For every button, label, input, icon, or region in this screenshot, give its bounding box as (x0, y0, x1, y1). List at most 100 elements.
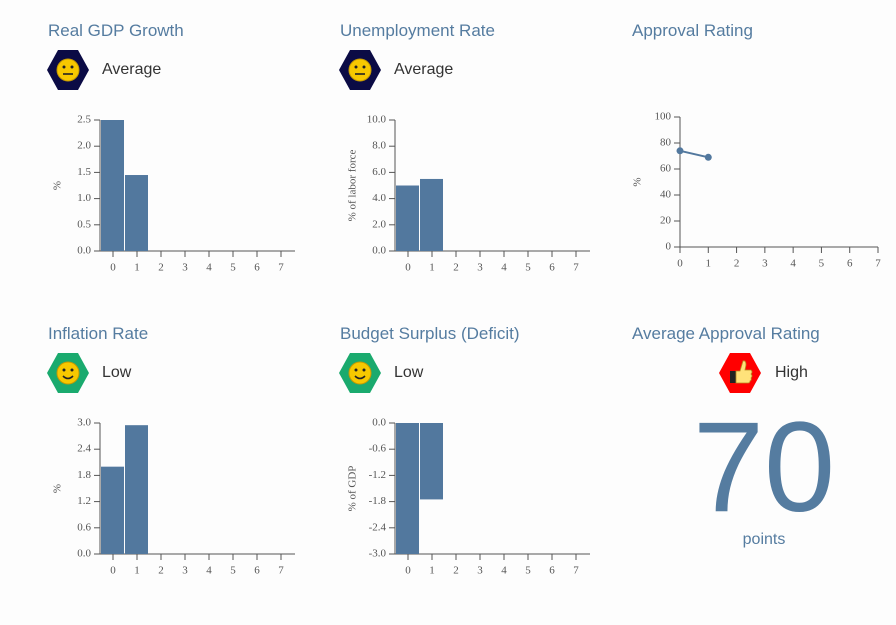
y-tick-label: -0.6 (369, 443, 387, 455)
y-tick-label: 0 (666, 241, 672, 253)
icon-eye (354, 368, 358, 372)
status-text: Low (394, 364, 424, 381)
y-axis-label: % of labor force (347, 150, 359, 222)
y-tick-label: 40 (660, 189, 672, 201)
x-tick-label: 0 (677, 258, 683, 270)
x-tick-label: 5 (525, 262, 531, 274)
y-tick-label: 2.5 (77, 114, 91, 126)
x-tick-label: 6 (254, 262, 260, 274)
x-tick-label: 5 (230, 565, 236, 577)
x-tick-label: 2 (158, 262, 164, 274)
bar (125, 425, 148, 554)
x-tick-label: 1 (429, 565, 435, 577)
panel-title: Approval Rating (632, 21, 753, 40)
big-number: 70 (692, 396, 836, 539)
bar (396, 423, 419, 554)
chart-panel: Budget Surplus (Deficit) Low % of GDP 0.0 -0… (339, 324, 590, 577)
y-tick-label: 2.0 (372, 218, 386, 230)
y-tick-label: 1.8 (77, 469, 91, 481)
status-text: Low (102, 364, 132, 381)
status-icon (47, 50, 89, 90)
bar (396, 185, 419, 251)
y-tick-label: 20 (660, 215, 672, 227)
panel-title: Unemployment Rate (340, 21, 495, 40)
icon-face (56, 58, 80, 82)
x-tick-label: 1 (134, 565, 140, 577)
bar (420, 423, 443, 500)
icon-mouth (354, 375, 366, 380)
x-tick-label: 7 (875, 258, 881, 270)
x-tick-label: 4 (790, 258, 796, 270)
x-tick-label: 3 (762, 258, 768, 270)
panel-title: Budget Surplus (Deficit) (340, 324, 520, 343)
thumbs-up-icon (719, 353, 761, 393)
y-tick-label: 0.0 (372, 417, 386, 429)
y-tick-label: 0.6 (77, 521, 91, 533)
point (704, 153, 712, 161)
status-icon (339, 50, 381, 90)
status-icon (339, 353, 381, 393)
summary-panel: Average Approval Rating High 70 points (632, 321, 896, 581)
y-tick-label: 0.0 (372, 245, 386, 257)
x-tick-label: 3 (182, 565, 188, 577)
x-tick-label: 2 (158, 565, 164, 577)
y-tick-label: 2.0 (77, 140, 91, 152)
y-axis-label: % (52, 484, 64, 493)
y-tick-label: 0.5 (77, 218, 91, 230)
point (676, 147, 684, 155)
panel-title: Inflation Rate (48, 324, 148, 343)
x-tick-label: 2 (453, 565, 459, 577)
y-tick-label: -1.8 (369, 495, 387, 507)
icon-face (56, 361, 80, 385)
x-tick-label: 2 (453, 262, 459, 274)
x-tick-label: 3 (477, 262, 483, 274)
x-tick-label: 3 (182, 262, 188, 274)
y-tick-label: 1.2 (77, 495, 91, 507)
status-text: Average (102, 61, 161, 78)
x-tick-label: 3 (477, 565, 483, 577)
x-tick-label: 5 (525, 565, 531, 577)
x-tick-label: 2 (734, 258, 740, 270)
x-tick-label: 1 (429, 262, 435, 274)
x-tick-label: 4 (501, 565, 507, 577)
line (679, 149, 709, 159)
status-icon (47, 353, 89, 393)
y-axis-label: % (52, 181, 64, 190)
x-tick-label: 7 (573, 262, 579, 274)
y-tick-label: -1.2 (369, 469, 386, 481)
y-tick-label: -2.4 (369, 521, 387, 533)
x-tick-label: 6 (549, 262, 555, 274)
icon-eye (362, 65, 366, 69)
y-tick-label: 0.0 (77, 548, 91, 560)
icon-eye (362, 368, 366, 372)
chart-panel: Unemployment Rate Average % of labor force… (339, 21, 590, 274)
y-axis-label: % of GDP (347, 466, 359, 512)
icon-mouth (62, 375, 74, 380)
unit-label: points (742, 531, 786, 548)
y-tick-label: 100 (655, 111, 672, 123)
y-tick-label: 60 (660, 163, 672, 175)
icon-face (348, 361, 372, 385)
x-tick-label: 0 (110, 262, 116, 274)
y-tick-label: 8.0 (372, 140, 386, 152)
chart-panel: Approval Rating% 0 20 40 60 80 100 0 1 2 3 4 5 6 7 (632, 21, 882, 270)
y-tick-label: 4.0 (372, 192, 386, 204)
status-text: High (775, 364, 808, 381)
x-tick-label: 7 (573, 565, 579, 577)
icon-eye (70, 65, 74, 69)
icon-eye (62, 368, 66, 372)
x-tick-label: 0 (405, 565, 411, 577)
y-tick-label: 6.0 (372, 166, 386, 178)
y-tick-label: 10.0 (367, 114, 387, 126)
x-tick-label: 6 (847, 258, 853, 270)
y-tick-label: 1.5 (77, 166, 91, 178)
x-tick-label: 0 (110, 565, 116, 577)
panel-title: Average Approval Rating (632, 324, 820, 343)
bar (101, 120, 124, 251)
x-tick-label: 4 (206, 565, 212, 577)
y-tick-label: 0.0 (77, 245, 91, 257)
y-tick-label: 1.0 (77, 192, 91, 204)
icon-eye (62, 65, 66, 69)
x-tick-label: 5 (819, 258, 825, 270)
